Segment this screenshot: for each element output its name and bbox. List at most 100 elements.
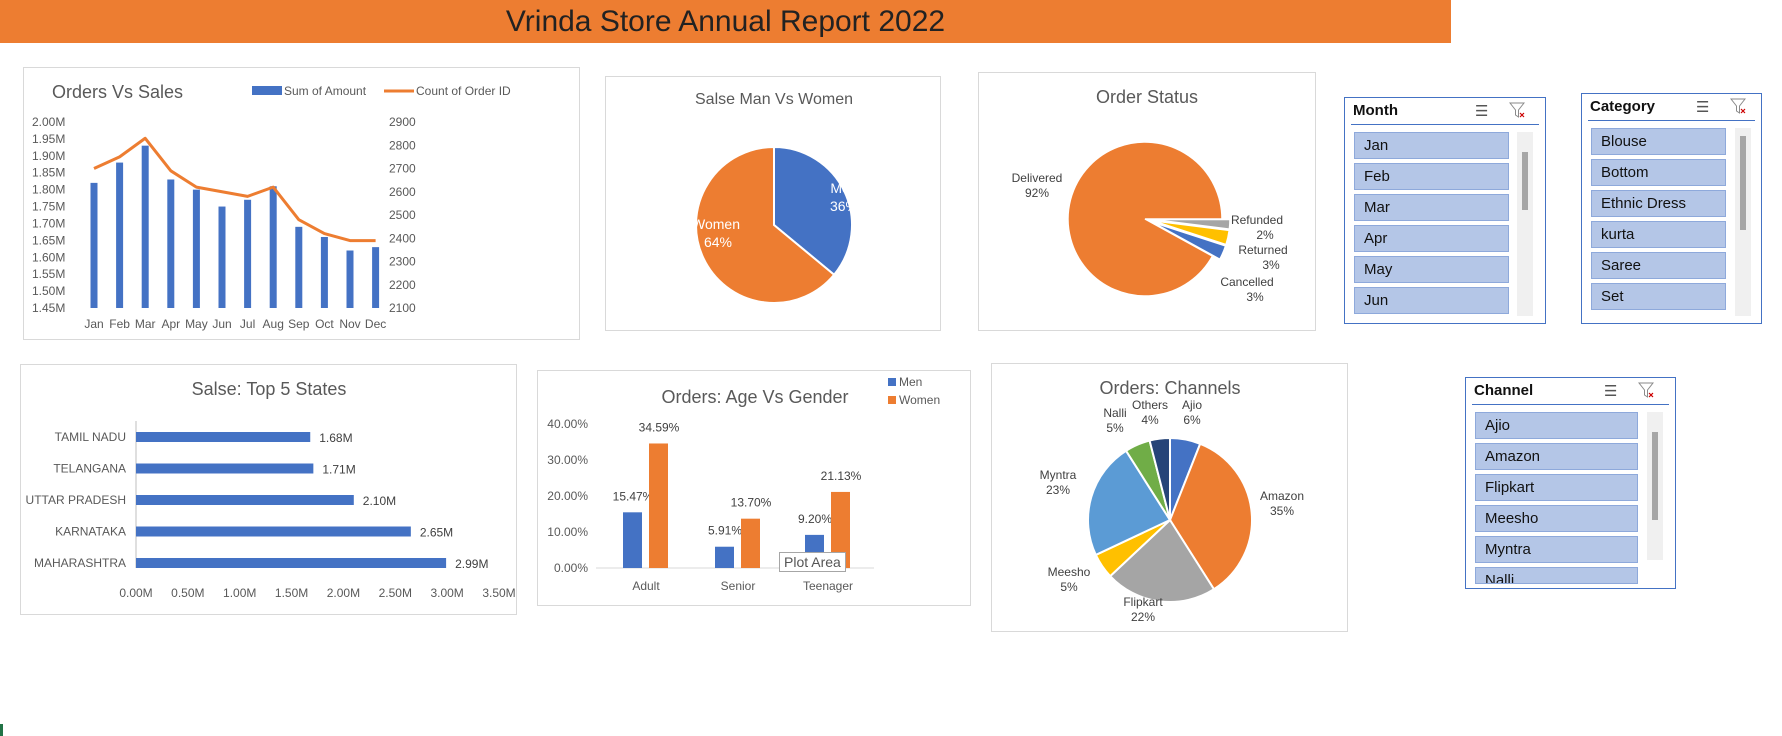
bar-uttar-pradesh bbox=[136, 495, 354, 505]
slicer-item-flipkart[interactable]: Flipkart bbox=[1475, 474, 1638, 501]
funnel-shape bbox=[1509, 102, 1525, 118]
y-tick: TELANGANA bbox=[53, 462, 126, 476]
legend-label-amount: Sum of Amount bbox=[284, 84, 367, 98]
y-left-tick: 1.70M bbox=[32, 216, 65, 230]
slicer-item-ethnic-dress[interactable]: Ethnic Dress bbox=[1591, 190, 1726, 217]
slicer-item-bottom[interactable]: Bottom bbox=[1591, 159, 1726, 186]
multi-select-icon[interactable]: ☰ bbox=[1604, 383, 1618, 400]
y-right-tick: 2300 bbox=[389, 255, 416, 269]
top-states-chart[interactable]: Salse: Top 5 States TAMIL NADU 1.68M TELAN… bbox=[20, 364, 517, 615]
x-tick: 3.50M bbox=[482, 586, 515, 600]
bar-amount-jan bbox=[90, 182, 98, 308]
channels-chart[interactable]: Orders: Channels Ajio 6% Amazon 35% Flipkart… bbox=[991, 363, 1348, 632]
slicer-item-jan[interactable]: Jan bbox=[1354, 132, 1509, 159]
slicer-item-feb[interactable]: Feb bbox=[1354, 163, 1509, 190]
y-left-tick: 1.55M bbox=[32, 267, 65, 281]
x-tick: Adult bbox=[632, 579, 660, 593]
slicer-scroll-thumb[interactable] bbox=[1740, 136, 1746, 230]
y-left-tick: 1.90M bbox=[32, 149, 65, 163]
x-tick: Jun bbox=[212, 317, 231, 331]
bar-men-adult bbox=[623, 512, 642, 568]
x-tick: 1.50M bbox=[275, 586, 308, 600]
pie-label-value: 35% bbox=[1270, 504, 1294, 518]
slicer-item-set[interactable]: Set bbox=[1591, 283, 1726, 310]
y-left-tick: 1.50M bbox=[32, 284, 65, 298]
data-label: 15.47% bbox=[613, 489, 654, 503]
orders-vs-sales-svg: Orders Vs Sales Sum of Amount Count of O… bbox=[32, 82, 511, 331]
x-tick: Teenager bbox=[803, 579, 853, 593]
pie-label-name: Amazon bbox=[1260, 489, 1304, 503]
data-label: 2.99M bbox=[455, 557, 488, 571]
order-status-chart[interactable]: Order Status Delivered 92% Refunded 2% Retur… bbox=[978, 72, 1316, 331]
multi-select-icon[interactable]: ☰ bbox=[1475, 103, 1489, 120]
legend-swatch-men bbox=[888, 378, 896, 386]
y-right-tick: 2400 bbox=[389, 231, 416, 245]
bar-men-senior bbox=[715, 546, 734, 568]
age-gender-chart[interactable]: Orders: Age Vs Gender 0.00% 10.00% 20.00% 3… bbox=[537, 370, 971, 606]
pie-label-name: Ajio bbox=[1182, 398, 1202, 412]
slicer-item-amazon[interactable]: Amazon bbox=[1475, 443, 1638, 470]
bar-telangana bbox=[136, 463, 314, 474]
bar-amount-oct bbox=[320, 236, 328, 308]
gender-sales-chart[interactable]: Salse Man Vs Women Men 36% Women 64% bbox=[605, 76, 941, 331]
slicer-title: Channel bbox=[1474, 382, 1534, 399]
pie-label-value: 3% bbox=[1262, 258, 1280, 272]
clear-filter-icon[interactable] bbox=[1730, 97, 1746, 115]
pie-label-name: Returned bbox=[1238, 243, 1287, 257]
bar-amount-aug bbox=[269, 186, 277, 308]
y-tick: 40.00% bbox=[547, 417, 588, 431]
sheet-edge-marker bbox=[0, 724, 3, 736]
clear-filter-icon[interactable] bbox=[1509, 101, 1525, 119]
slicer-item-jun[interactable]: Jun bbox=[1354, 287, 1509, 314]
slicer-item-mar[interactable]: Mar bbox=[1354, 194, 1509, 221]
slicer-scroll-thumb[interactable] bbox=[1652, 432, 1658, 520]
report-title-banner: Vrinda Store Annual Report 2022 bbox=[0, 0, 1451, 43]
pie-label-name: Nalli bbox=[1103, 406, 1126, 420]
month-slicer[interactable]: Month ☰ Jan Feb Mar Apr May Jun bbox=[1344, 97, 1546, 324]
x-tick: Jul bbox=[240, 317, 255, 331]
data-label: 13.70% bbox=[731, 496, 772, 510]
y-left-tick: 1.85M bbox=[32, 166, 65, 180]
gender-pie-svg: Salse Man Vs Women Men 36% Women 64% bbox=[692, 91, 858, 304]
pie-slice-cancelled bbox=[1151, 221, 1227, 261]
slicer-item-saree[interactable]: Saree bbox=[1591, 252, 1726, 279]
pie-slice-flipkart bbox=[1108, 518, 1216, 603]
pie-label-value: 5% bbox=[1106, 421, 1124, 435]
bar-women-teenager bbox=[831, 491, 850, 568]
slicer-scrollbar[interactable] bbox=[1517, 132, 1533, 316]
bar-women-senior bbox=[741, 518, 760, 568]
y-right-tick: 2900 bbox=[389, 115, 416, 129]
slicer-item-apr[interactable]: Apr bbox=[1354, 225, 1509, 252]
pie-slice-returned bbox=[1152, 220, 1231, 246]
slicer-item-ajio[interactable]: Ajio bbox=[1475, 412, 1638, 439]
bar-amount-mar bbox=[141, 145, 149, 308]
slicer-item-blouse[interactable]: Blouse bbox=[1591, 128, 1726, 155]
category-slicer[interactable]: Category ☰ Blouse Bottom Ethnic Dress kurta S… bbox=[1581, 93, 1762, 324]
pie-label-value: 92% bbox=[1025, 186, 1049, 200]
legend-label-women: Women bbox=[899, 393, 940, 407]
clear-filter-icon[interactable] bbox=[1638, 381, 1654, 399]
x-tick: Oct bbox=[315, 317, 334, 331]
pie-label-name: Women bbox=[692, 216, 740, 232]
bar-karnataka bbox=[136, 526, 411, 537]
slicer-item-may[interactable]: May bbox=[1354, 256, 1509, 283]
x-tick: 0.00M bbox=[119, 586, 152, 600]
channel-slicer[interactable]: Channel ☰ Ajio Amazon Flipkart Meesho Myntra N… bbox=[1465, 377, 1676, 589]
slicer-item-kurta[interactable]: kurta bbox=[1591, 221, 1726, 248]
chart-title: Orders: Channels bbox=[1099, 378, 1240, 398]
multi-select-icon[interactable]: ☰ bbox=[1696, 99, 1710, 116]
slicer-scroll-thumb[interactable] bbox=[1522, 152, 1528, 210]
pie-label-value: 22% bbox=[1131, 610, 1155, 624]
slicer-item-meesho[interactable]: Meesho bbox=[1475, 505, 1638, 532]
y-tick: 10.00% bbox=[547, 525, 588, 539]
slicer-item-myntra[interactable]: Myntra bbox=[1475, 536, 1638, 563]
y-right-tick: 2100 bbox=[389, 301, 416, 315]
plot-area-tooltip: Plot Area bbox=[779, 552, 846, 572]
chart-title: Order Status bbox=[1096, 87, 1198, 107]
orders-vs-sales-chart[interactable]: Orders Vs Sales Sum of Amount Count of O… bbox=[23, 67, 580, 340]
slicer-item-nalli[interactable]: Nalli bbox=[1475, 567, 1638, 584]
x-tick: 3.00M bbox=[430, 586, 463, 600]
legend-label-orders: Count of Order ID bbox=[416, 84, 511, 98]
data-label: 1.71M bbox=[322, 463, 355, 477]
pie-slice-others bbox=[1148, 436, 1171, 521]
